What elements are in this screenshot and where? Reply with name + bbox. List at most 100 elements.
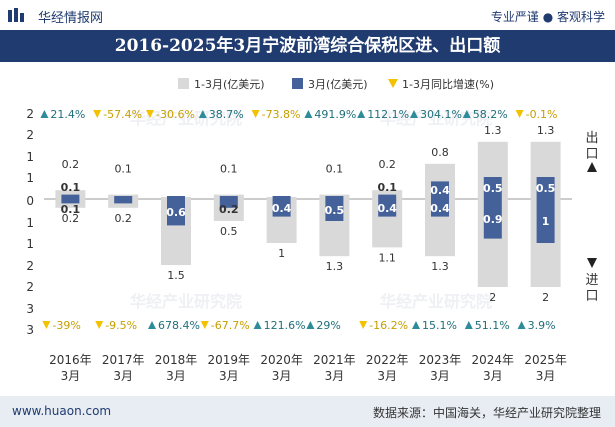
y-tick-label: 2 <box>26 280 34 294</box>
yoy-down-arrow-icon <box>359 321 368 329</box>
bar-export-monthly <box>325 196 344 199</box>
y-tick-label: 1 <box>26 237 34 251</box>
x-tick-label: 3月 <box>219 369 239 383</box>
data-label-export-monthly: 0.4 <box>430 184 450 197</box>
yoy-export-label: -57.4% <box>103 108 142 121</box>
yoy-import-label: -67.7% <box>211 319 250 332</box>
y-tick-label: 1 <box>26 216 34 230</box>
x-tick-label: 2019年 <box>208 353 251 367</box>
watermark: 华经产业研究院 <box>380 109 492 128</box>
top-bar: 华经情报网 专业严谨 ● 客观科学 <box>0 0 615 30</box>
data-label-import-monthly: 0.9 <box>483 213 503 226</box>
yoy-down-arrow-icon <box>200 321 209 329</box>
legend-swatch-cumulative <box>178 78 189 89</box>
import-down-arrow-icon <box>587 258 597 268</box>
legend-label: 1-3月同比增速(%) <box>402 77 494 91</box>
data-label-import-monthly: 1 <box>542 215 550 228</box>
yoy-import-label: 678.4% <box>158 319 200 332</box>
site-url: www.huaon.com <box>12 404 112 418</box>
x-tick-label: 2023年 <box>419 353 462 367</box>
yoy-up-arrow-icon <box>40 110 49 118</box>
x-tick-label: 3月 <box>61 369 81 383</box>
data-label-import-cumulative: 0.5 <box>220 225 238 238</box>
yoy-down-arrow-icon <box>95 321 104 329</box>
y-tick-label: 1 <box>26 171 34 185</box>
yoy-import-label: 121.6% <box>264 319 306 332</box>
bar-import-monthly <box>272 199 291 217</box>
data-label-import-cumulative: 2 <box>542 291 549 304</box>
x-tick-label: 3月 <box>166 369 186 383</box>
y-tick-label: 2 <box>26 107 34 121</box>
y-tick-label: 3 <box>26 323 34 337</box>
bar-import-monthly <box>483 199 502 239</box>
yoy-up-arrow-icon <box>357 110 366 118</box>
bar-import-monthly <box>61 199 80 204</box>
logo-icon <box>8 8 24 22</box>
yoy-up-arrow-icon <box>517 321 526 329</box>
yoy-down-arrow-icon <box>146 110 154 118</box>
data-label-import-cumulative: 1.5 <box>167 269 185 282</box>
x-tick-label: 3月 <box>377 369 397 383</box>
bar-import-monthly <box>325 199 344 221</box>
bar-import-monthly <box>536 199 555 243</box>
legend-arrow-icon <box>388 79 398 88</box>
legend-label: 3月(亿美元) <box>308 78 368 91</box>
yoy-export-label: 491.9% <box>314 108 356 121</box>
data-label-export-cumulative: 1.3 <box>537 124 555 137</box>
x-tick-label: 2017年 <box>102 353 145 367</box>
yoy-import-label: -9.5% <box>105 319 137 332</box>
y-tick-label: 0 <box>26 194 34 208</box>
side-label-import: 口 <box>585 289 598 304</box>
yoy-down-arrow-icon <box>42 321 51 329</box>
yoy-up-arrow-icon <box>410 110 418 118</box>
data-label-import-monthly: 0.1 <box>61 203 81 216</box>
x-tick-label: 2016年 <box>49 353 92 367</box>
yoy-up-arrow-icon <box>306 321 315 329</box>
data-label-import-cumulative: 0.2 <box>62 212 80 225</box>
yoy-up-arrow-icon <box>462 110 471 118</box>
x-tick-label: 3月 <box>430 369 450 383</box>
yoy-up-arrow-icon <box>412 321 420 329</box>
side-label-import: 进 <box>585 273 598 288</box>
bar-export-monthly <box>536 177 555 199</box>
bar-import-monthly <box>167 199 185 226</box>
watermark: 华经产业研究院 <box>130 109 242 128</box>
side-label-export: 出 <box>585 131 598 146</box>
bar-import-monthly <box>219 199 238 208</box>
side-label-export: 口 <box>585 147 598 162</box>
yoy-export-label: 21.4% <box>50 108 85 121</box>
x-tick-label: 2024年 <box>472 353 515 367</box>
x-tick-label: 3月 <box>272 369 292 383</box>
yoy-import-label: 3.9% <box>528 319 556 332</box>
data-label-export-cumulative: 0.1 <box>326 163 344 176</box>
bar-export-monthly <box>114 196 133 199</box>
yoy-up-arrow-icon <box>304 110 313 118</box>
data-label-export-monthly: 0.5 <box>483 182 503 195</box>
legend-label: 1-3月(亿美元) <box>194 78 265 91</box>
chart-title: 2016-2025年3月宁波前湾综合保税区进、出口额 <box>114 36 501 56</box>
yoy-up-arrow-icon <box>148 321 156 329</box>
x-tick-label: 2020年 <box>260 353 303 367</box>
bar-import-monthly <box>431 199 449 217</box>
x-tick-label: 2021年 <box>313 353 356 367</box>
bar-export-monthly <box>272 196 291 199</box>
data-label-export-monthly: 0.5 <box>536 182 556 195</box>
data-label-import-cumulative: 2 <box>489 291 496 304</box>
data-label-import-cumulative: 0.2 <box>114 212 132 225</box>
y-tick-label: 3 <box>26 302 34 316</box>
data-label-export-cumulative: 0.8 <box>431 146 449 159</box>
yoy-export-label: -0.1% <box>526 108 558 121</box>
y-tick-label: 2 <box>26 259 34 273</box>
data-label-import-monthly: 0.4 <box>430 202 450 215</box>
yoy-import-label: -39% <box>52 319 80 332</box>
data-label-export-monthly: 0.1 <box>61 181 81 194</box>
yoy-import-label: -16.2% <box>369 319 408 332</box>
bar-export-monthly <box>61 194 80 199</box>
yoy-export-label: 58.2% <box>473 108 508 121</box>
bar-export-monthly <box>378 194 397 199</box>
data-label-import-cumulative: 1.3 <box>431 260 449 273</box>
yoy-up-arrow-icon <box>253 321 262 329</box>
data-label-import-monthly: 0.6 <box>166 206 186 219</box>
yoy-up-arrow-icon <box>464 321 473 329</box>
